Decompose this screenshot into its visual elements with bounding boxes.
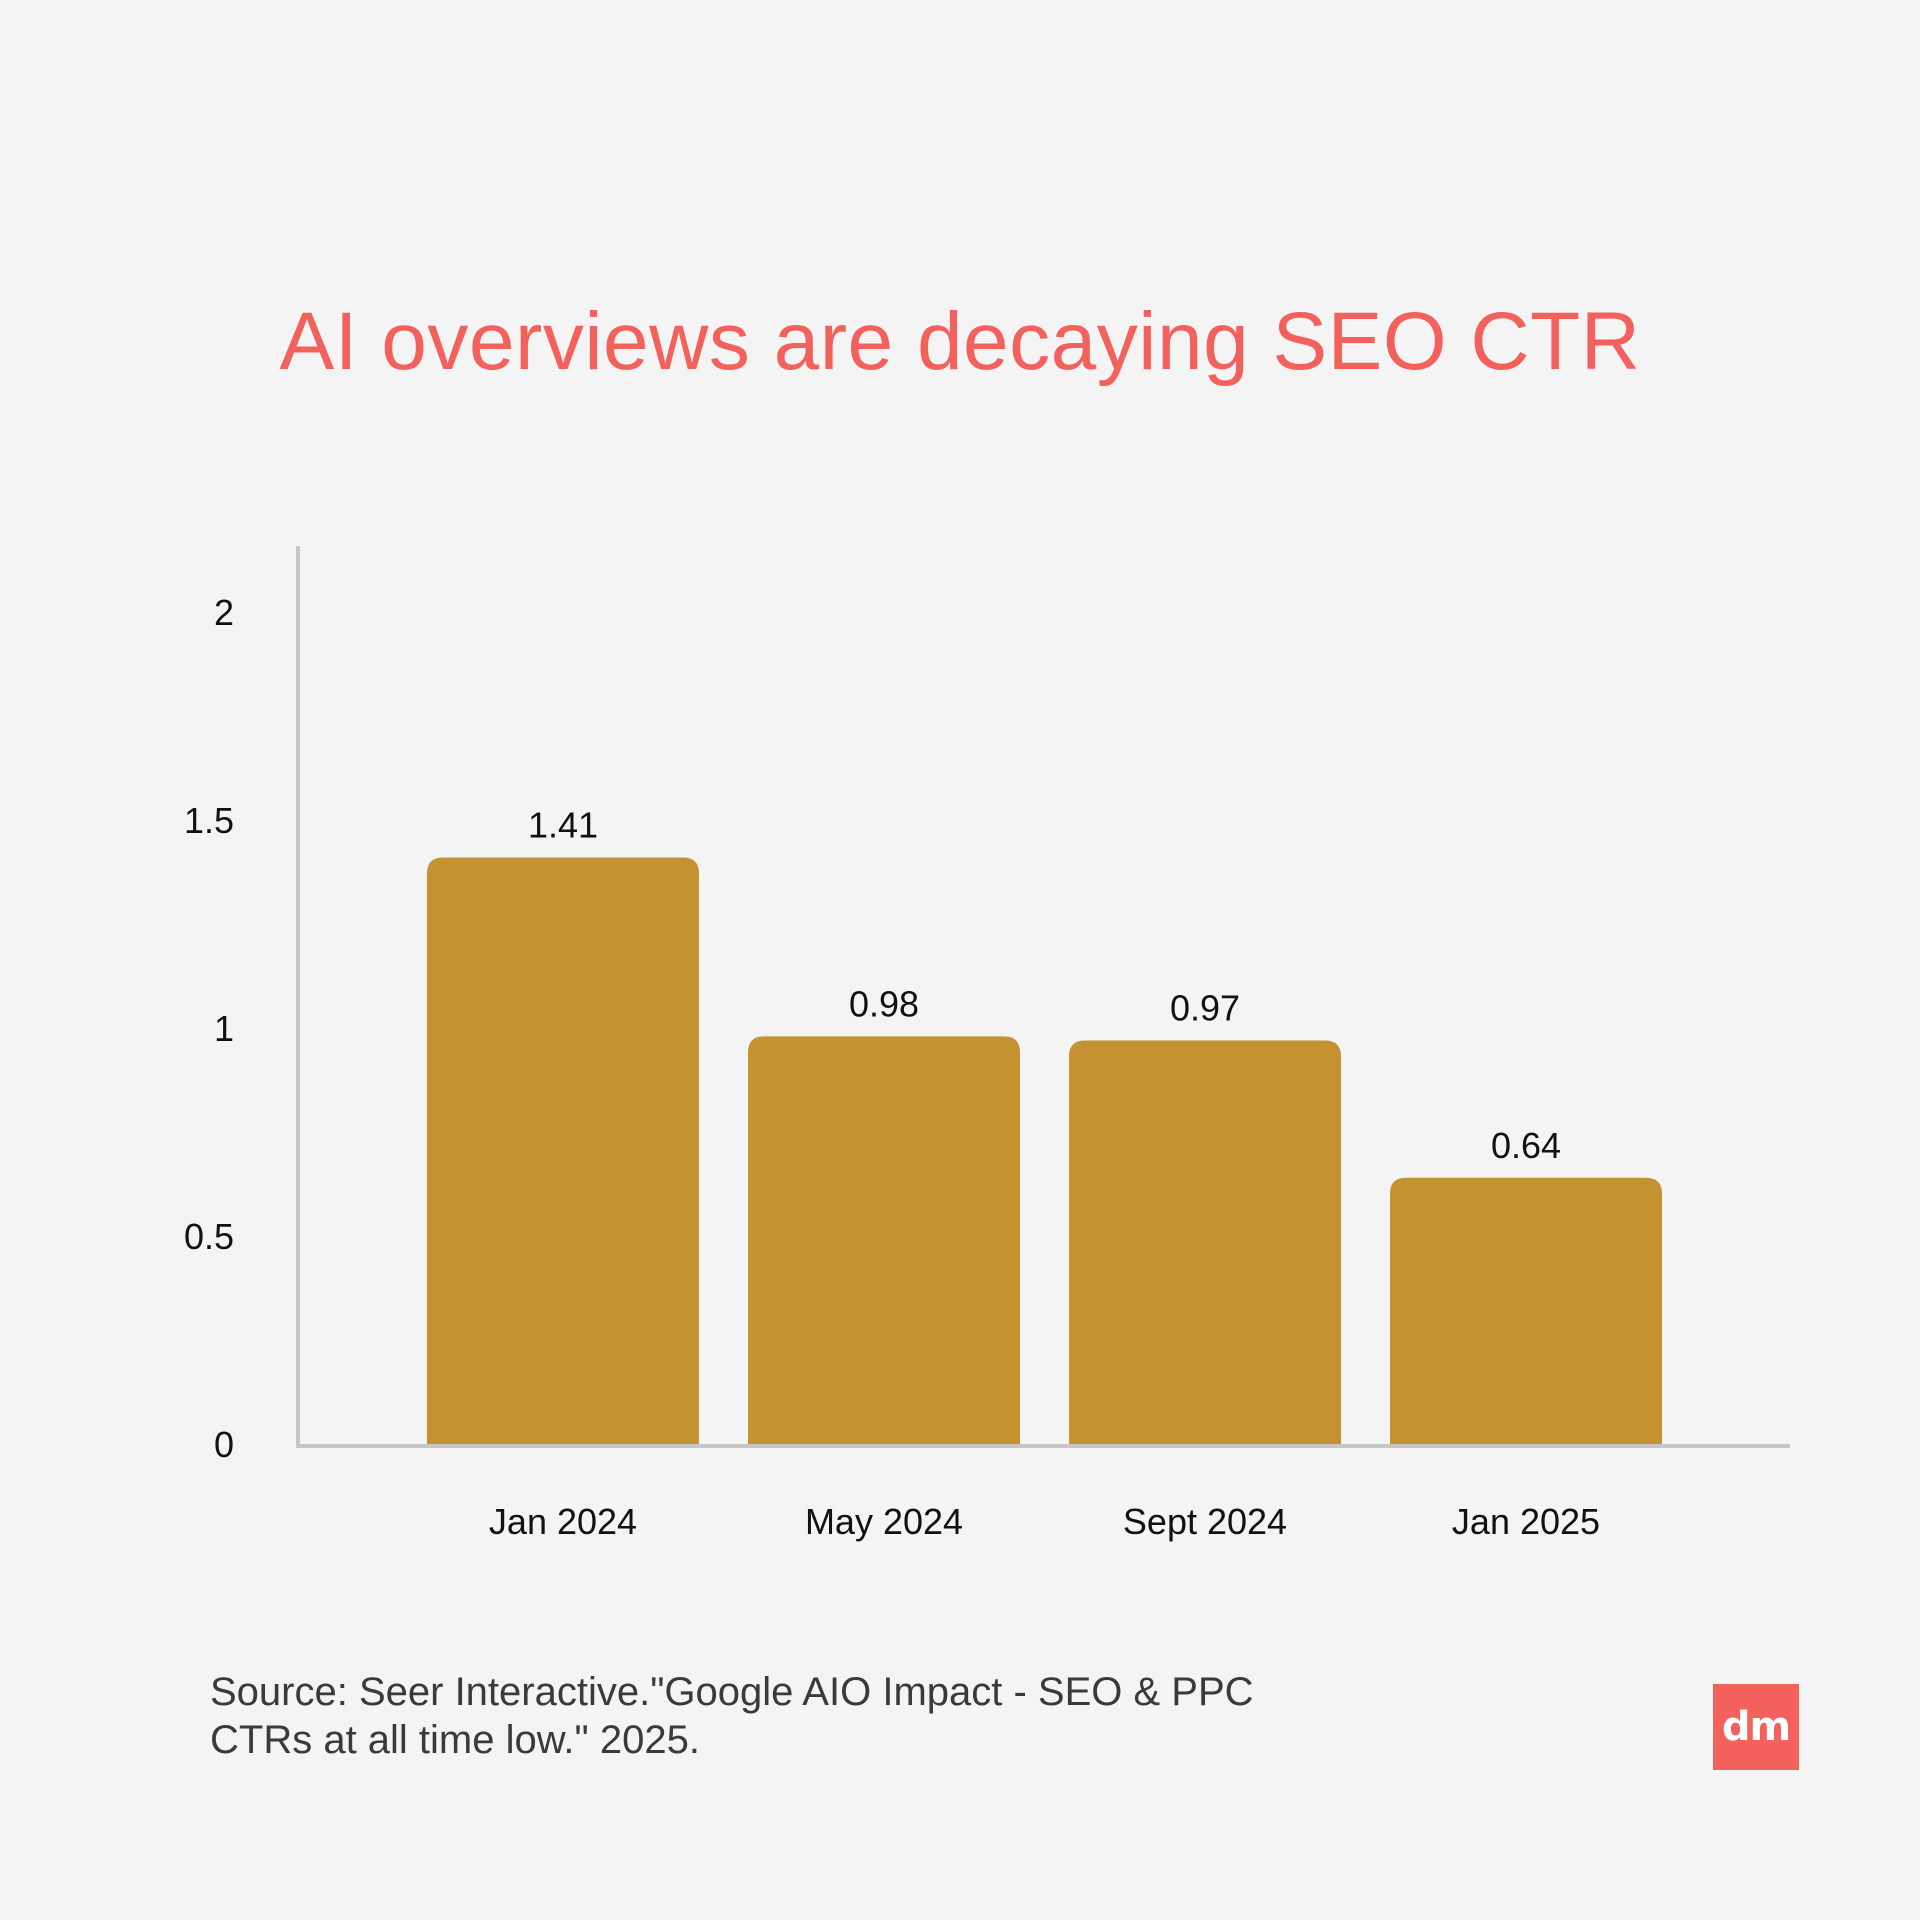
x-tick-label: Sept 2024: [1123, 1501, 1287, 1542]
y-tick-label: 0: [214, 1424, 234, 1465]
y-tick-label: 2: [214, 592, 234, 633]
x-tick-label: Jan 2024: [489, 1501, 637, 1542]
bar-jan-2024: [427, 857, 699, 1444]
bar-jan-2025: [1390, 1177, 1662, 1444]
x-tick-label: May 2024: [805, 1501, 963, 1542]
x-tick-labels: Jan 2024 May 2024 Sept 2024 Jan 2025: [489, 1501, 1600, 1542]
data-labels: 1.41 0.98 0.97 0.64: [528, 804, 1561, 1165]
y-tick-label: 0.5: [184, 1216, 234, 1257]
x-tick-label: Jan 2025: [1452, 1501, 1600, 1542]
data-label: 0.64: [1491, 1125, 1561, 1166]
chart-title: AI overviews are decaying SEO CTR: [279, 296, 1641, 387]
data-label: 0.97: [1170, 987, 1240, 1028]
data-label: 0.98: [849, 983, 919, 1024]
dm-logo: dm: [1713, 1684, 1799, 1770]
data-label: 1.41: [528, 804, 598, 845]
y-tick-labels: 0 0.5 1 1.5 2: [184, 592, 234, 1465]
bar-sept-2024: [1069, 1040, 1341, 1444]
bar-may-2024: [748, 1036, 1020, 1444]
source-citation: Source: Seer Interactive."Google AIO Imp…: [210, 1670, 1254, 1762]
bars: [427, 857, 1662, 1444]
y-tick-label: 1.5: [184, 800, 234, 841]
y-tick-label: 1: [214, 1008, 234, 1049]
